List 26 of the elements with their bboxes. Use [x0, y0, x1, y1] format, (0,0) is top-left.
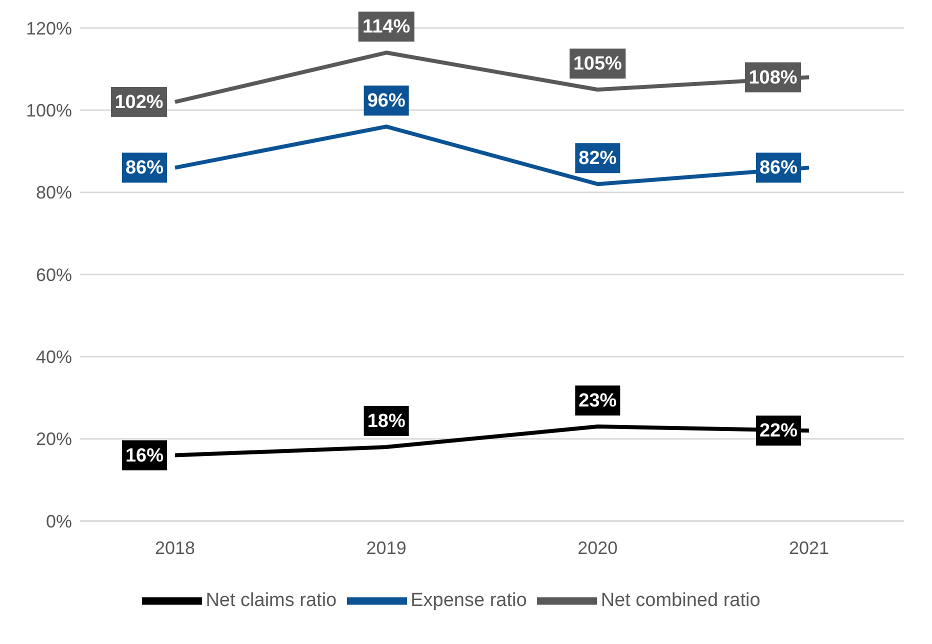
x-tick-label: 2021: [788, 538, 830, 558]
x-tick-label: 2018: [154, 538, 196, 558]
data-label: 86%: [125, 158, 164, 179]
data-label: 108%: [748, 67, 798, 88]
y-tick-label: 60%: [36, 264, 72, 285]
data-label: 105%: [573, 54, 622, 75]
legend-label: Net claims ratio: [206, 590, 337, 612]
y-tick-label: 0%: [46, 511, 72, 532]
y-tick-label: 20%: [36, 429, 72, 450]
y-tick-label: 80%: [36, 182, 72, 203]
data-label: 16%: [125, 445, 164, 466]
data-label: 22%: [759, 420, 798, 442]
legend-label: Expense ratio: [410, 590, 527, 612]
x-tick-label: 2019: [366, 538, 406, 558]
data-label: 23%: [578, 390, 617, 412]
x-tick-label: 2020: [578, 538, 618, 558]
y-tick-label: 100%: [26, 100, 72, 121]
y-tick-label: 40%: [36, 347, 72, 368]
y-tick-label: 120%: [26, 18, 72, 38]
data-label: 102%: [114, 92, 164, 113]
legend-label: Net combined ratio: [600, 590, 760, 612]
data-label: 18%: [367, 411, 406, 432]
data-label: 114%: [362, 16, 410, 38]
data-label: 96%: [367, 90, 406, 112]
data-label: 82%: [578, 148, 617, 170]
data-label: 86%: [759, 158, 798, 179]
